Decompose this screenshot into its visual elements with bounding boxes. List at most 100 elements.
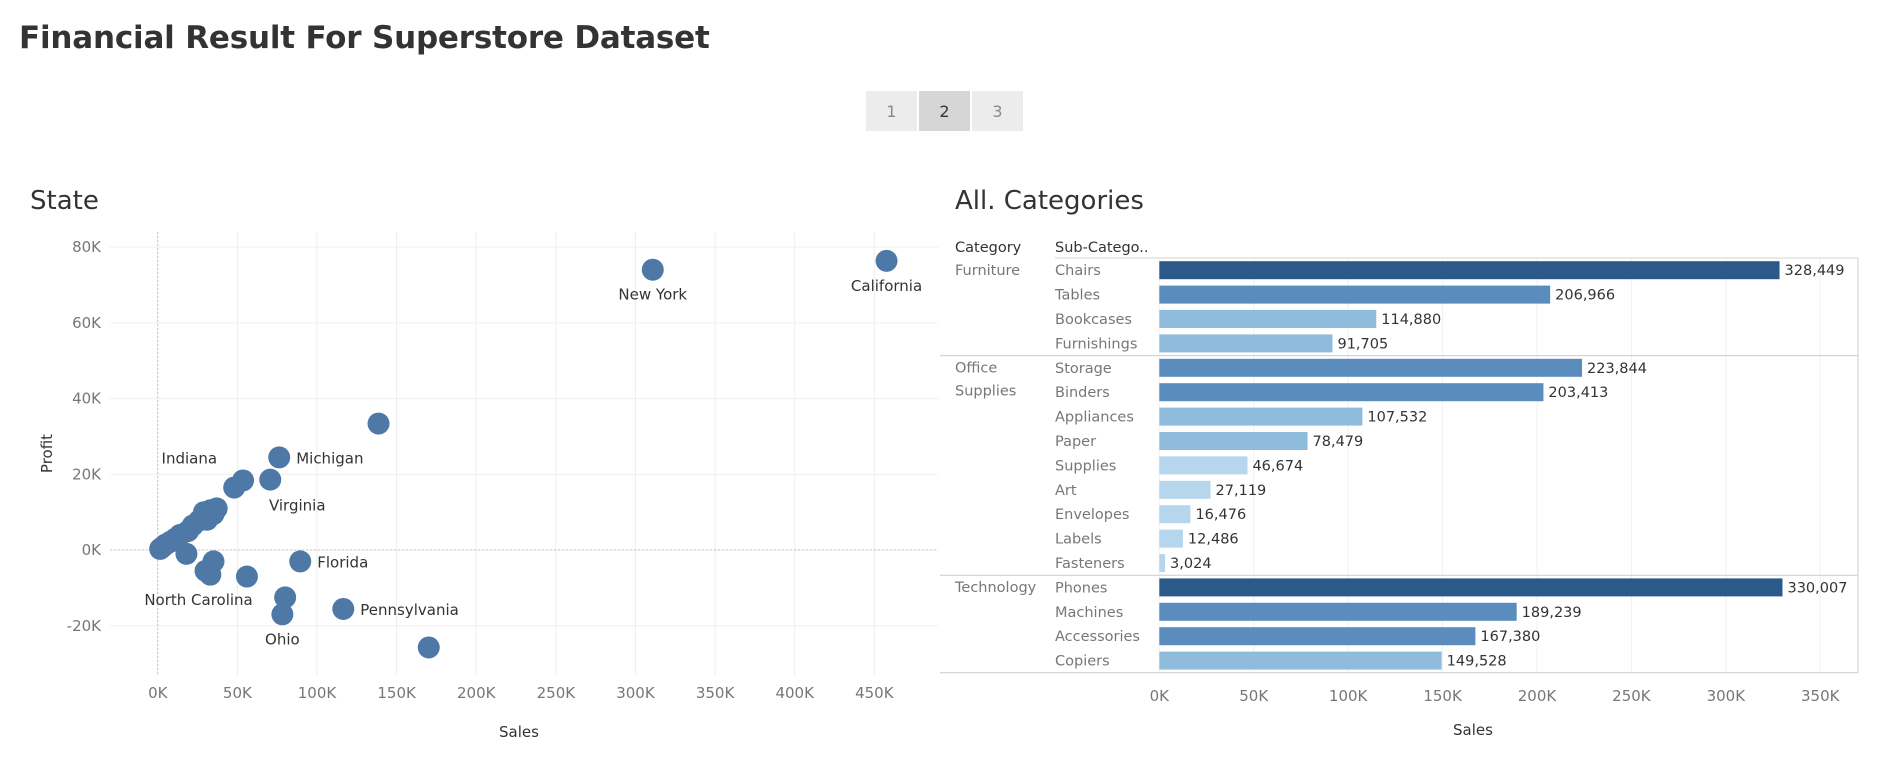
scatter-point[interactable]	[199, 563, 222, 586]
subcategory-label: Chairs	[1055, 263, 1101, 279]
subcategory-label: Copiers	[1055, 654, 1110, 670]
bar-chart-title: All. Categories	[955, 186, 1144, 216]
bar-value-label: 107,532	[1367, 410, 1427, 426]
scatter-point[interactable]	[175, 542, 198, 565]
bar-value-label: 206,966	[1555, 288, 1615, 304]
scatter-point-label: Michigan	[296, 449, 363, 467]
scatter-x-tick-label: 450K	[855, 684, 895, 702]
bar[interactable]	[1159, 358, 1583, 377]
scatter-point[interactable]	[235, 565, 258, 588]
subcategory-label: Tables	[1054, 288, 1100, 304]
bar-value-label: 78,479	[1313, 434, 1364, 450]
subcategory-label: Labels	[1055, 532, 1102, 548]
scatter-x-tick-label: 0K	[148, 684, 169, 702]
bar[interactable]	[1159, 310, 1377, 328]
scatter-point-label: Florida	[317, 553, 368, 571]
page-pager: 1 2 3	[866, 91, 1023, 131]
bar[interactable]	[1159, 285, 1551, 304]
category-label: Supplies	[955, 384, 1016, 400]
bar-x-tick-label: 250K	[1612, 687, 1652, 705]
bar-x-axis-label: Sales	[1453, 721, 1493, 739]
scatter-x-tick-label: 200K	[457, 684, 497, 702]
scatter-point-label: New York	[618, 286, 687, 304]
bar-x-tick-label: 300K	[1707, 687, 1747, 705]
category-column-header: Category	[955, 240, 1022, 256]
bar[interactable]	[1159, 383, 1544, 402]
category-label: Technology	[954, 580, 1037, 596]
subcategory-label: Storage	[1055, 361, 1112, 377]
scatter-point[interactable]	[417, 636, 440, 659]
subcategory-label: Bookcases	[1055, 312, 1132, 328]
scatter-point[interactable]	[149, 537, 172, 560]
bar[interactable]	[1159, 432, 1308, 450]
subcategory-label: Fasteners	[1055, 556, 1125, 572]
bar-value-label: 3,024	[1170, 556, 1212, 572]
subcategory-label: Paper	[1055, 434, 1096, 450]
bar[interactable]	[1159, 505, 1191, 524]
scatter-point[interactable]	[367, 412, 390, 435]
scatter-x-tick-label: 300K	[616, 684, 656, 702]
scatter-x-tick-label: 150K	[377, 684, 417, 702]
bar-value-label: 149,528	[1447, 654, 1507, 670]
bar-value-label: 16,476	[1195, 507, 1246, 523]
category-label: Office	[955, 361, 997, 377]
scatter-x-tick-label: 250K	[537, 684, 577, 702]
bar-value-label: 203,413	[1548, 385, 1608, 401]
bar-x-tick-label: 100K	[1329, 687, 1369, 705]
scatter-point[interactable]	[259, 468, 282, 491]
bar[interactable]	[1159, 627, 1476, 646]
category-bar-chart: 0K 50K 100K 150K 200K 250K 300K 350K Sales Catego…	[940, 240, 1859, 739]
scatter-y-tick-label: -20K	[67, 617, 102, 635]
category-label: Furniture	[955, 263, 1020, 279]
bar-value-label: 189,239	[1522, 605, 1582, 621]
scatter-point[interactable]	[332, 597, 355, 620]
bar[interactable]	[1159, 651, 1442, 670]
scatter-y-tick-label: 0K	[82, 541, 103, 559]
scatter-point-label: Virginia	[269, 497, 326, 515]
scatter-y-tick-label: 40K	[72, 390, 102, 408]
scatter-point[interactable]	[875, 249, 898, 272]
scatter-point[interactable]	[274, 586, 297, 609]
bar[interactable]	[1159, 261, 1780, 280]
subcategory-label: Binders	[1055, 385, 1110, 401]
bar-value-label: 46,674	[1252, 458, 1303, 474]
bar-x-tick-label: 200K	[1518, 687, 1558, 705]
scatter-y-tick-label: 60K	[72, 314, 102, 332]
page-button-1[interactable]: 1	[866, 91, 917, 131]
scatter-point-label: Pennsylvania	[360, 601, 459, 619]
scatter-point-label: Ohio	[265, 630, 300, 648]
scatter-y-tick-label: 80K	[72, 238, 102, 256]
scatter-point-label: North Carolina	[144, 591, 252, 609]
bar-value-label: 114,880	[1381, 312, 1441, 328]
scatter-point[interactable]	[223, 476, 246, 499]
bar-x-tick-label: 350K	[1801, 687, 1841, 705]
bar-value-label: 328,449	[1785, 263, 1845, 279]
scatter-point[interactable]	[641, 258, 664, 281]
subcategory-label: Phones	[1055, 580, 1107, 596]
bar[interactable]	[1159, 529, 1183, 548]
scatter-y-axis-label: Profit	[38, 434, 56, 473]
page-button-3[interactable]: 3	[972, 91, 1023, 131]
bar-value-label: 91,705	[1337, 336, 1388, 352]
scatter-point[interactable]	[289, 550, 312, 573]
bar-value-label: 167,380	[1480, 629, 1540, 645]
state-scatter-chart: 0K 50K 100K 150K 200K 250K 300K 350K 400K 450K -20…	[38, 232, 938, 740]
page-title: Financial Result For Superstore Dataset	[19, 20, 710, 56]
bar-value-label: 27,119	[1216, 483, 1267, 499]
subcategory-column-header: Sub-Catego..	[1055, 240, 1149, 256]
bar[interactable]	[1159, 334, 1333, 353]
bar-x-tick-label: 150K	[1423, 687, 1463, 705]
bar[interactable]	[1159, 456, 1248, 475]
bar[interactable]	[1159, 602, 1517, 621]
scatter-x-tick-label: 50K	[223, 684, 253, 702]
scatter-title: State	[30, 186, 99, 216]
bar[interactable]	[1159, 578, 1783, 597]
bar-value-label: 223,844	[1587, 361, 1647, 377]
bar[interactable]	[1159, 407, 1363, 426]
page-button-2[interactable]: 2	[919, 91, 970, 131]
scatter-point[interactable]	[268, 446, 291, 469]
scatter-point[interactable]	[271, 603, 294, 626]
scatter-x-tick-label: 350K	[696, 684, 736, 702]
bar[interactable]	[1159, 554, 1166, 572]
bar[interactable]	[1159, 480, 1211, 499]
